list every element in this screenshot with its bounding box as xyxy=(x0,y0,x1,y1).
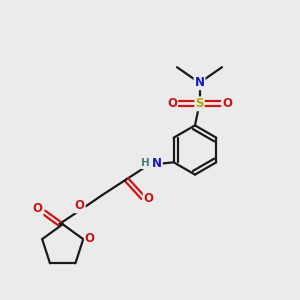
Text: N: N xyxy=(194,76,205,89)
Text: N: N xyxy=(152,157,162,170)
Text: H: H xyxy=(141,158,150,168)
Text: O: O xyxy=(167,97,177,110)
Text: O: O xyxy=(144,192,154,206)
Text: O: O xyxy=(32,202,43,215)
Text: O: O xyxy=(75,199,85,212)
Text: O: O xyxy=(85,232,95,245)
Text: O: O xyxy=(222,97,232,110)
Text: S: S xyxy=(195,97,204,110)
